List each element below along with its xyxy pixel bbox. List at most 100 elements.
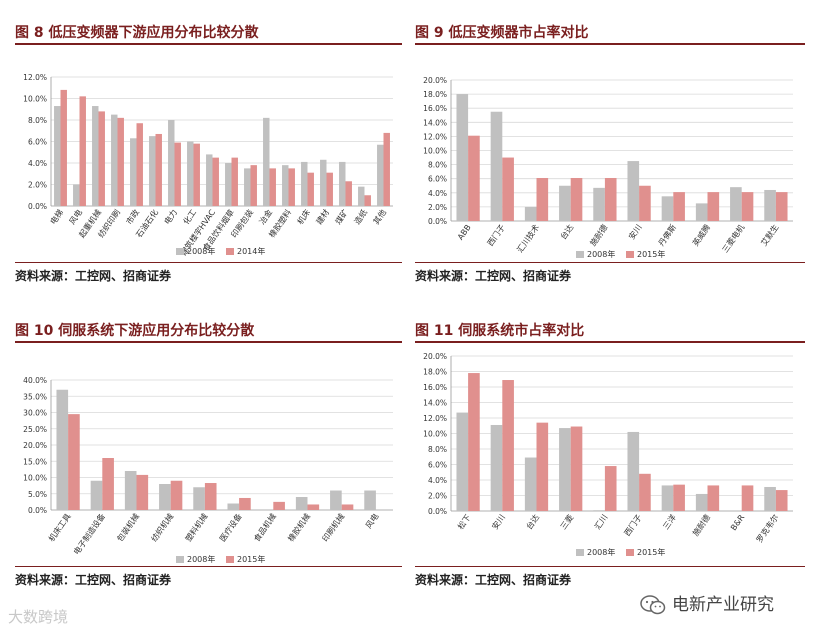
bar: [227, 503, 240, 510]
y-tick-label: 4.0%: [28, 159, 47, 168]
bar: [111, 114, 118, 206]
bar: [707, 192, 720, 221]
bar: [73, 184, 80, 206]
bar: [661, 485, 674, 511]
y-tick-label: 16.0%: [423, 104, 447, 113]
x-tick-label: 印刷机械: [320, 511, 347, 543]
legend-swatch: [626, 549, 634, 556]
bar: [383, 132, 390, 206]
title-rule: [415, 341, 805, 343]
y-tick-label: 2.0%: [28, 181, 47, 190]
bar: [695, 493, 708, 511]
bar: [741, 485, 754, 511]
bar: [204, 483, 217, 510]
x-tick-label: 三菱: [558, 512, 575, 531]
x-tick-label: 松下: [455, 512, 472, 531]
bar: [282, 165, 289, 206]
bar: [326, 172, 333, 206]
bar: [775, 192, 788, 221]
bar: [764, 189, 776, 221]
legend-swatch: [176, 556, 184, 563]
bar: [673, 192, 685, 221]
bar: [639, 185, 651, 221]
bar: [627, 431, 640, 511]
bar: [56, 389, 69, 510]
bar: [136, 474, 149, 510]
bar: [193, 487, 205, 510]
title-rule: [415, 43, 805, 45]
legend-swatch: [576, 549, 584, 556]
y-tick-label: 12.0%: [423, 414, 447, 423]
source-rule: [15, 262, 402, 263]
source-note: 资料来源：工控网、招商证券: [15, 573, 172, 587]
x-tick-label: 机床: [295, 207, 312, 226]
bar: [68, 414, 80, 510]
bar: [468, 135, 480, 221]
x-tick-label: 市政: [124, 207, 141, 226]
bar: [604, 177, 617, 221]
bar: [295, 497, 308, 510]
y-tick-label: 10.0%: [423, 147, 447, 156]
bar: [79, 96, 86, 206]
bar: [90, 480, 103, 510]
x-tick-label: 纺织机械: [149, 511, 176, 543]
bar: [92, 106, 99, 206]
chart-title: 图 10 伺服系统下游应用分布比较分散: [15, 323, 255, 339]
y-tick-label: 0.0%: [28, 506, 47, 515]
source-note: 资料来源：工控网、招商证券: [15, 269, 172, 283]
source-rule: [415, 566, 805, 567]
bar: [250, 165, 257, 206]
bar: [673, 484, 685, 511]
wechat-icon: [640, 595, 666, 615]
x-tick-label: 冶金: [257, 207, 274, 226]
y-tick-label: 6.0%: [428, 461, 447, 470]
y-tick-label: 10.0%: [423, 430, 447, 439]
bar: [593, 510, 605, 511]
x-tick-label: 造纸: [352, 207, 369, 226]
source-note: 资料来源：工控网、招商证券: [415, 269, 572, 283]
bar: [159, 484, 171, 510]
y-tick-label: 14.0%: [423, 399, 447, 408]
x-tick-label: 电梯: [48, 207, 65, 226]
chart-title: 图 11 伺服系统市占率对比: [415, 323, 585, 339]
bar: [269, 168, 276, 206]
legend-swatch: [626, 251, 634, 258]
y-tick-label: 4.0%: [428, 189, 447, 198]
bar: [524, 206, 537, 221]
bar: [341, 504, 354, 510]
y-tick-label: 8.0%: [428, 161, 447, 170]
bar: [225, 163, 232, 206]
bar: [559, 185, 571, 221]
bar: [307, 172, 314, 206]
x-tick-label: 台达: [524, 512, 541, 531]
bar: [775, 490, 788, 511]
x-tick-label: 化工: [181, 207, 198, 226]
bar: [307, 504, 320, 510]
y-tick-label: 18.0%: [423, 90, 447, 99]
bar: [695, 203, 708, 221]
bar: [339, 161, 346, 206]
legend-label: 2008年: [187, 554, 215, 564]
x-tick-label: 艾默生: [759, 222, 781, 247]
bar: [364, 490, 376, 510]
y-tick-label: 2.0%: [428, 203, 447, 212]
bar: [468, 373, 480, 511]
x-tick-label: 电子制造设备: [71, 511, 107, 556]
bar: [524, 457, 537, 511]
chart-svg: 0.0%2.0%4.0%6.0%8.0%10.0%12.0%电梯 风电起重机械纺织…: [23, 73, 393, 257]
title-rule: [15, 341, 402, 343]
bar: [627, 161, 640, 221]
bar: [288, 168, 295, 206]
y-tick-label: 25.0%: [23, 425, 47, 434]
bar: [490, 424, 503, 511]
x-tick-label: 施耐德: [690, 512, 712, 537]
bar: [570, 426, 583, 511]
legend-swatch: [576, 251, 584, 258]
x-tick-label: 汇川技术: [515, 222, 542, 254]
bar: [124, 471, 137, 510]
bar: [149, 136, 156, 206]
bar: [707, 485, 720, 511]
y-tick-label: 10.0%: [23, 95, 47, 104]
y-tick-label: 0.0%: [28, 202, 47, 211]
title-rule: [15, 43, 402, 45]
